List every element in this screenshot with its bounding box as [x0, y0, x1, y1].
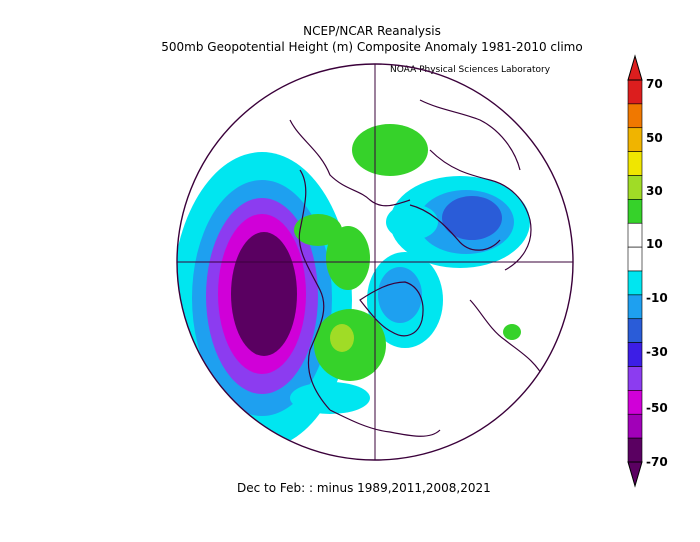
- colorbar-swatch: [627, 390, 643, 415]
- credit-label: NOAA Physical Sciences Laboratory: [390, 65, 551, 75]
- colorbar-tick-label: 30: [646, 184, 663, 198]
- colorbar-swatch: [627, 318, 643, 343]
- chart-title: NCEP/NCAR Reanalysis: [303, 24, 441, 38]
- colorbar-max-arrow: [627, 54, 643, 81]
- colorbar-swatch: [627, 79, 643, 105]
- colorbar-swatch: [627, 175, 643, 200]
- colorbar-swatch: [627, 151, 643, 176]
- colorbar-tick-label: -50: [646, 401, 668, 415]
- colorbar-tick-label: -10: [646, 291, 668, 305]
- colorbar-swatch: [627, 270, 643, 296]
- colorbar-tick-label: -30: [646, 345, 668, 359]
- colorbar-tick-label: 50: [646, 131, 663, 145]
- colorbar-swatch: [627, 342, 643, 367]
- colorbar-tick-label: 10: [646, 237, 663, 251]
- colorbar-tick-label: -70: [646, 455, 668, 469]
- colorbar-min-arrow: [627, 461, 643, 488]
- colorbar-swatch: [627, 222, 643, 248]
- colorbar-swatch: [627, 199, 643, 224]
- colorbar-swatch: [627, 127, 643, 152]
- caption: Dec to Feb: : minus 1989,2011,2008,2021: [237, 481, 491, 495]
- anomaly-positives: [290, 124, 521, 414]
- colorbar-swatch: [627, 413, 643, 439]
- map-boundary: [176, 63, 574, 461]
- chart-subtitle: 500mb Geopotential Height (m) Composite …: [161, 40, 583, 54]
- colorbar-swatch: [627, 294, 643, 320]
- colorbar-tick-label: 70: [646, 77, 663, 91]
- colorbar-swatch: [627, 246, 643, 272]
- colorbar-swatch: [627, 366, 643, 391]
- anomaly-greenland-low: [367, 252, 443, 348]
- colorbar-swatch: [627, 437, 643, 463]
- colorbar-swatch: [627, 103, 643, 129]
- coastlines: [289, 99, 546, 437]
